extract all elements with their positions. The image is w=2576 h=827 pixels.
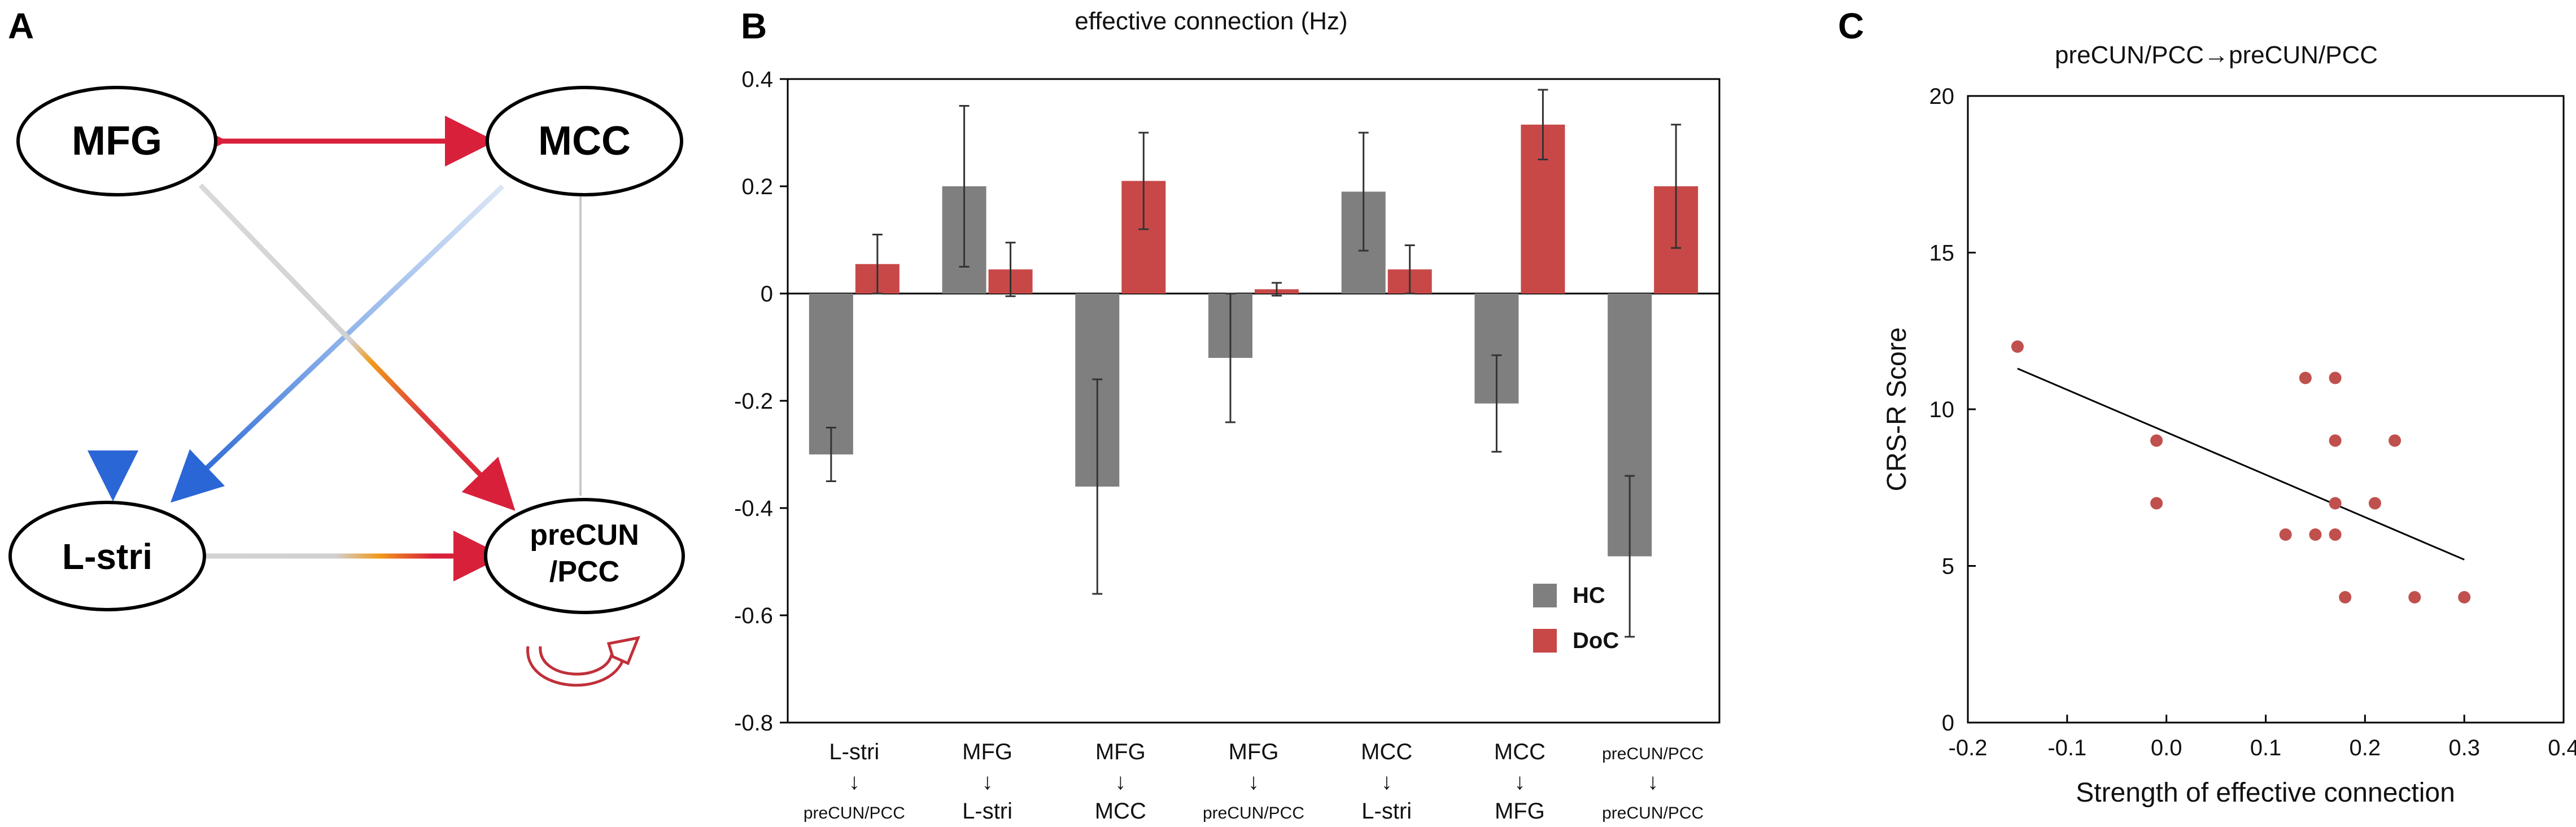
- category-label-from: L-stri: [829, 740, 879, 764]
- scatter-y-tick-label: 10: [1929, 397, 1955, 422]
- category-label-to: preCUN/PCC: [1203, 804, 1304, 822]
- scatter-point-11: [2368, 497, 2381, 510]
- bar-y-tick-label: 0: [761, 282, 773, 307]
- category-label-from: MFG: [1095, 740, 1146, 764]
- legend-swatch-doc: [1533, 629, 1557, 653]
- category-arrow: ↓: [1381, 769, 1392, 794]
- category-label-from: MFG: [1229, 740, 1279, 764]
- category-label-from: preCUN/PCC: [1602, 745, 1704, 763]
- edge-mcc-lstri: [170, 184, 505, 503]
- node-precun-label-line2: /PCC: [549, 555, 619, 588]
- bar-y-tick-label: 0.2: [741, 174, 773, 199]
- scatter-y-tick-label: 20: [1929, 84, 1955, 109]
- category-arrow: ↓: [1647, 769, 1658, 794]
- precun-self-loop-arrow: [526, 636, 641, 687]
- category-arrow: ↓: [1514, 769, 1525, 794]
- node-mfg: MFG: [16, 86, 217, 196]
- bar-chart-legend: HC DoC: [1533, 583, 1619, 653]
- bar-chart-panel: B effective connection (Hz) -0.8 -0.6 -0.4…: [734, 6, 1721, 824]
- node-lstri-label: L-stri: [62, 536, 152, 577]
- scatter-point-13: [2408, 591, 2421, 603]
- scatter-x-tick-label: -0.2: [1949, 736, 1988, 760]
- category-label-from: MCC: [1494, 740, 1545, 764]
- legend-label-hc: HC: [1573, 583, 1605, 608]
- bar-y-tick-label: -0.2: [734, 389, 773, 414]
- bar-chart-category-labels: L-stri ↓ preCUN/PCC MFG ↓ L-stri MFG ↓ MCC MFG ↓ pr…: [804, 740, 1704, 824]
- scatter-chart-frame: [1967, 95, 2565, 724]
- category-label-to: MFG: [1495, 799, 1545, 824]
- scatter-point-0: [2011, 340, 2024, 353]
- category-label-from: MFG: [962, 740, 1012, 764]
- scatter-fit-line: [2017, 367, 2465, 561]
- scatter-x-axis-title: Strength of effective connection: [2076, 778, 2455, 808]
- panel-letter-a: A: [8, 6, 34, 46]
- node-precun-pcc: preCUN /PCC: [484, 498, 685, 614]
- category-arrow: ↓: [1115, 769, 1126, 794]
- category-label-to: L-stri: [1361, 799, 1412, 824]
- node-mfg-label: MFG: [72, 119, 162, 164]
- category-label-to: MCC: [1095, 799, 1146, 824]
- category-arrow: ↓: [982, 769, 993, 794]
- scatter-x-tick-label: 0.4: [2548, 736, 2576, 760]
- scatter-x-tick-label: 0.0: [2151, 736, 2182, 760]
- scatter-y-tick-label: 15: [1929, 241, 1955, 266]
- bar-y-tick-label: -0.4: [734, 496, 773, 521]
- legend-swatch-hc: [1533, 584, 1557, 607]
- bar-y-tick-label: -0.8: [734, 711, 773, 736]
- scatter-chart-panel: C preCUN/PCC→preCUN/PCC -0.2 -0.1 0.0 0.1 0.…: [1838, 6, 2576, 808]
- category-label-from: MCC: [1361, 740, 1412, 764]
- bar-chart-title: effective connection (Hz): [1075, 7, 1347, 35]
- scatter-point-14: [2458, 591, 2471, 603]
- network-diagram-panel: A MFG MCC L-stri preCUN /PCC: [8, 6, 685, 687]
- scatter-x-tick-label: 0.1: [2250, 736, 2282, 760]
- category-label-to: preCUN/PCC: [804, 804, 905, 822]
- panel-letter-c: C: [1838, 6, 1864, 46]
- scatter-chart-axes: -0.2 -0.1 0.0 0.1 0.2 0.3 0.4 0 5 10 15 20: [1929, 84, 2576, 760]
- scatter-x-tick-label: 0.3: [2448, 736, 2480, 760]
- node-mcc-label: MCC: [538, 119, 631, 164]
- category-arrow: ↓: [1248, 769, 1259, 794]
- scatter-point-9: [2329, 528, 2342, 541]
- edge-mfg-precun: [198, 183, 516, 511]
- scatter-point-7: [2329, 434, 2342, 447]
- scatter-point-12: [2389, 434, 2402, 447]
- bar-chart-frame: [787, 78, 1721, 724]
- scatter-x-tick-label: -0.1: [2047, 736, 2086, 760]
- bar-y-tick-label: 0.4: [741, 67, 773, 92]
- scatter-point-2: [2150, 497, 2163, 510]
- category-label-to: L-stri: [962, 799, 1012, 824]
- scatter-chart-title: preCUN/PCC→preCUN/PCC: [2055, 41, 2378, 69]
- scatter-y-tick-label: 5: [1942, 554, 1954, 579]
- node-mcc: MCC: [486, 86, 683, 196]
- category-arrow: ↓: [849, 769, 860, 794]
- scatter-y-tick-label: 0: [1942, 711, 1954, 736]
- scatter-y-axis-title: CRS-R Score: [1882, 327, 1912, 492]
- scatter-point-1: [2150, 434, 2163, 447]
- scatter-point-3: [2279, 528, 2292, 541]
- bar-chart-y-axis: -0.8 -0.6 -0.4 -0.2 0 0.2 0.4: [734, 67, 1719, 736]
- bar-y-tick-label: -0.6: [734, 603, 773, 628]
- scatter-point-8: [2329, 497, 2342, 510]
- scatter-x-tick-label: 0.2: [2350, 736, 2381, 760]
- category-label-to: preCUN/PCC: [1602, 804, 1704, 822]
- scatter-point-5: [2309, 528, 2322, 541]
- panel-letter-b: B: [741, 6, 767, 46]
- node-precun-label-line1: preCUN: [530, 519, 639, 552]
- scatter-point-10: [2339, 591, 2352, 603]
- bar-chart-marks: [809, 89, 1699, 638]
- scatter-point-4: [2299, 371, 2312, 384]
- scatter-chart-marks: [2011, 340, 2471, 603]
- scatter-point-6: [2329, 371, 2342, 384]
- node-lstri: L-stri: [8, 501, 206, 611]
- legend-label-doc: DoC: [1573, 628, 1619, 653]
